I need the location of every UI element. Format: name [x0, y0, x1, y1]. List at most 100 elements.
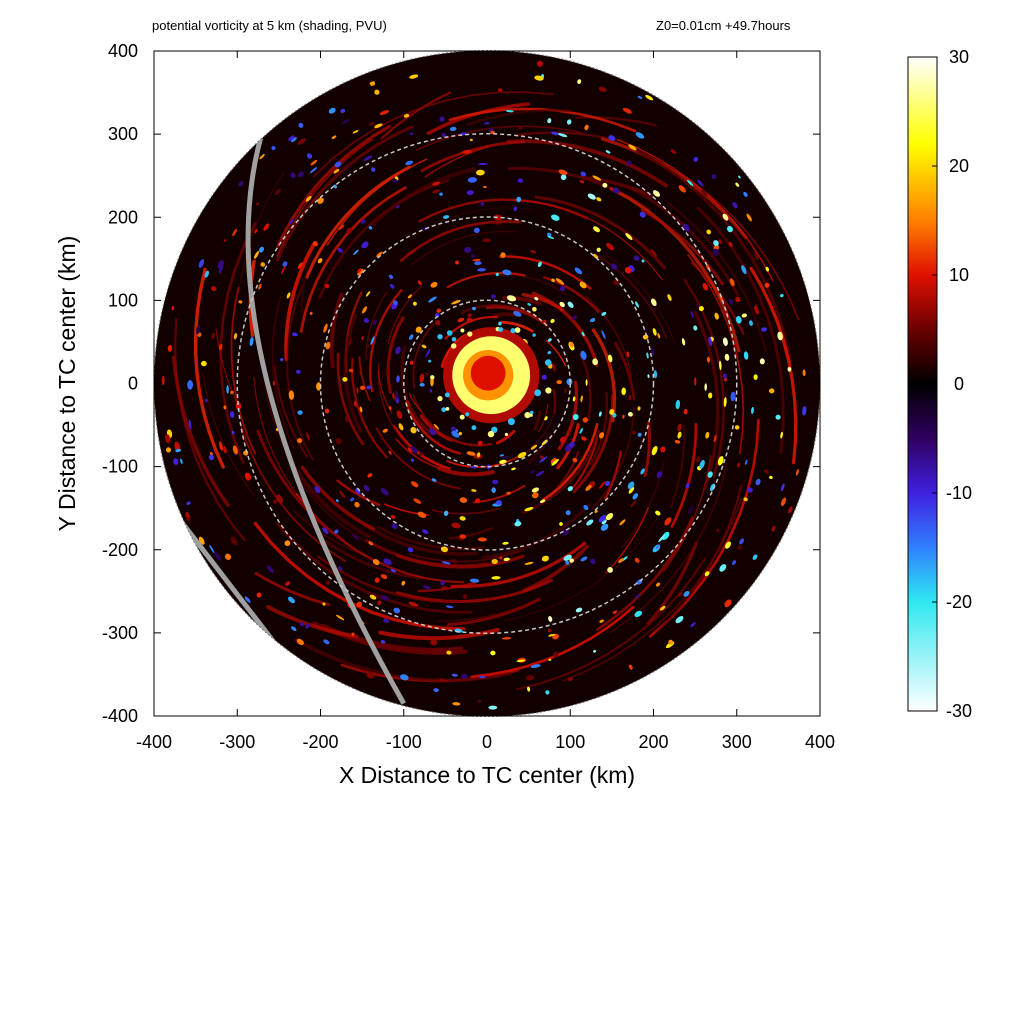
pv-anomaly: [238, 300, 243, 304]
pv-anomaly: [450, 559, 458, 564]
pv-anomaly: [719, 564, 727, 572]
pv-anomaly: [517, 452, 527, 459]
pv-anomaly: [408, 601, 419, 607]
colorbar-tick-label: 30: [949, 47, 969, 67]
pv-filament: [655, 484, 743, 634]
pv-anomaly: [388, 274, 394, 280]
pv-filament: [369, 289, 403, 393]
pv-anomaly: [651, 445, 658, 456]
pv-anomaly: [626, 351, 630, 358]
pv-anomaly: [337, 247, 343, 253]
pv-anomaly: [280, 358, 284, 362]
pv-anomaly: [541, 374, 547, 380]
pv-anomaly: [317, 258, 323, 264]
pv-anomaly: [288, 596, 295, 604]
pv-anomaly: [483, 185, 487, 189]
pv-anomaly: [392, 178, 398, 183]
pv-anomaly: [722, 309, 726, 316]
pv-anomaly: [659, 605, 666, 611]
pv-filament: [635, 149, 792, 363]
pv-anomaly: [291, 626, 297, 632]
pv-anomaly: [761, 327, 767, 332]
pv-anomaly: [560, 174, 567, 181]
pv-anomaly: [258, 283, 262, 290]
pv-filament: [670, 422, 698, 528]
pv-filament: [254, 571, 330, 606]
pv-anomaly: [548, 633, 556, 637]
pv-anomaly: [622, 414, 625, 419]
pv-anomaly: [737, 545, 742, 550]
pv-anomaly: [298, 171, 304, 178]
pv-anomaly: [274, 188, 282, 195]
pv-anomaly: [802, 406, 807, 416]
pv-filament: [516, 557, 707, 691]
pv-filament: [193, 267, 225, 469]
pv-anomaly: [558, 169, 568, 175]
pv-anomaly: [735, 316, 742, 324]
pv-anomaly: [655, 582, 661, 587]
pv-filament: [387, 285, 422, 344]
pv-anomaly: [435, 320, 441, 326]
x-tick-label: 200: [638, 732, 668, 752]
pv-anomaly: [503, 557, 510, 562]
pv-anomaly: [324, 283, 330, 289]
pv-filament: [326, 158, 428, 246]
pv-filament: [412, 323, 434, 389]
pv-anomaly: [694, 377, 697, 386]
pv-anomaly: [297, 262, 303, 269]
pv-anomaly: [442, 215, 450, 219]
pv-anomaly: [232, 445, 238, 455]
pv-anomaly: [627, 411, 633, 417]
y-tick-label: 200: [108, 207, 138, 227]
eyewall-anomaly: [510, 328, 516, 334]
pv-anomaly: [477, 537, 487, 542]
pv-filament: [404, 397, 433, 435]
y-tick-label: -200: [102, 540, 138, 560]
pv-anomaly: [572, 396, 576, 402]
pv-anomaly: [619, 519, 626, 526]
pv-anomaly: [634, 610, 643, 618]
pv-anomaly: [186, 501, 191, 505]
pv-anomaly: [491, 576, 501, 580]
pv-anomaly: [459, 516, 466, 521]
pv-anomaly: [431, 478, 437, 482]
pv-anomaly: [780, 431, 783, 439]
pv-anomaly: [296, 369, 301, 374]
pv-filament: [292, 509, 367, 557]
pv-anomaly: [306, 153, 313, 159]
pv-anomaly: [254, 250, 259, 259]
eyewall-anomaly: [529, 413, 533, 417]
pv-anomaly: [333, 168, 340, 174]
pv-anomaly: [707, 471, 713, 478]
pv-anomaly: [747, 487, 753, 493]
pv-filament: [377, 370, 393, 414]
pv-anomaly: [706, 356, 711, 363]
pv-anomaly: [530, 664, 541, 668]
pv-filament: [329, 292, 344, 369]
pv-anomaly: [439, 192, 443, 196]
pv-anomaly: [290, 137, 297, 143]
pv-anomaly: [599, 619, 604, 623]
pv-anomaly: [459, 497, 468, 503]
pv-anomaly: [608, 135, 616, 141]
eyewall-anomaly: [467, 331, 473, 337]
pv-anomaly: [599, 481, 606, 489]
pv-anomaly: [433, 423, 439, 430]
pv-anomaly: [693, 325, 698, 331]
pv-anomaly: [408, 334, 414, 340]
pv-anomaly: [580, 556, 588, 562]
y-axis-label: Y Distance to TC center (km): [54, 236, 80, 532]
pv-anomaly: [439, 116, 445, 122]
pv-anomaly: [383, 618, 390, 623]
pv-anomaly: [787, 366, 792, 372]
pv-anomaly: [412, 301, 417, 306]
pv-anomaly: [500, 252, 506, 258]
pv-anomaly: [351, 632, 355, 636]
pv-anomaly: [290, 172, 296, 179]
pv-anomaly: [354, 501, 360, 508]
pv-anomaly: [383, 558, 392, 566]
pv-anomaly: [527, 303, 532, 306]
pv-anomaly: [286, 292, 291, 299]
pv-anomaly: [371, 167, 376, 172]
pv-anomaly: [479, 675, 486, 679]
